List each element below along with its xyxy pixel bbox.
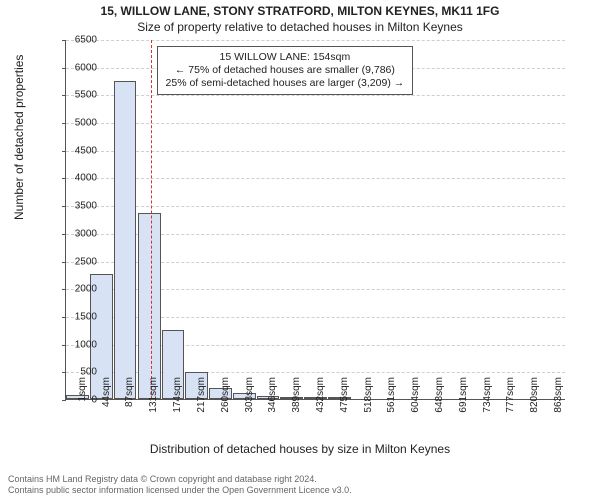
xtick-label: 217sqm <box>196 377 207 427</box>
gridline <box>66 178 565 179</box>
xtick-label: 87sqm <box>124 377 135 427</box>
ytick-label: 2500 <box>57 256 97 267</box>
y-axis-label: Number of detached properties <box>12 55 26 220</box>
xtick-label: 44sqm <box>101 377 112 427</box>
ytick-label: 3500 <box>57 201 97 212</box>
xtick-label: 475sqm <box>339 377 350 427</box>
xtick-label: 303sqm <box>244 377 255 427</box>
ytick-label: 6000 <box>57 62 97 73</box>
footer-line-1: Contains HM Land Registry data © Crown c… <box>8 474 352 485</box>
xtick-label: 648sqm <box>434 377 445 427</box>
chart-subtitle: Size of property relative to detached ho… <box>0 20 600 34</box>
x-axis-label: Distribution of detached houses by size … <box>0 442 600 456</box>
chart-title: 15, WILLOW LANE, STONY STRATFORD, MILTON… <box>0 4 600 18</box>
ytick-label: 5500 <box>57 90 97 101</box>
xtick-label: 863sqm <box>553 377 564 427</box>
annotation-line: 15 WILLOW LANE: 154sqm <box>166 51 405 64</box>
ytick-label: 4500 <box>57 145 97 156</box>
ytick-label: 1000 <box>57 339 97 350</box>
xtick-label: 131sqm <box>148 377 159 427</box>
ytick-label: 4000 <box>57 173 97 184</box>
xtick-label: 389sqm <box>291 377 302 427</box>
xtick-label: 604sqm <box>410 377 421 427</box>
bar <box>138 213 161 399</box>
xtick-label: 174sqm <box>172 377 183 427</box>
xtick-label: 734sqm <box>482 377 493 427</box>
xtick-label: 561sqm <box>386 377 397 427</box>
ytick-label: 5000 <box>57 118 97 129</box>
footer-line-2: Contains public sector information licen… <box>8 485 352 496</box>
annotation-box: 15 WILLOW LANE: 154sqm← 75% of detached … <box>157 46 414 95</box>
annotation-line: 25% of semi-detached houses are larger (… <box>166 77 405 90</box>
xtick-label: 346sqm <box>267 377 278 427</box>
ytick-label: 2000 <box>57 284 97 295</box>
chart-figure: 15, WILLOW LANE, STONY STRATFORD, MILTON… <box>0 0 600 500</box>
xtick-label: 820sqm <box>529 377 540 427</box>
ytick-label: 6500 <box>57 35 97 46</box>
plot-area: 15 WILLOW LANE: 154sqm← 75% of detached … <box>65 40 565 400</box>
ytick-label: 1500 <box>57 311 97 322</box>
ytick-label: 3000 <box>57 228 97 239</box>
footer-attribution: Contains HM Land Registry data © Crown c… <box>8 474 352 496</box>
gridline <box>66 123 565 124</box>
xtick-label: 777sqm <box>505 377 516 427</box>
xtick-label: 1sqm <box>77 377 88 427</box>
gridline <box>66 95 565 96</box>
reference-line <box>151 40 152 399</box>
xtick-label: 432sqm <box>315 377 326 427</box>
gridline <box>66 206 565 207</box>
bar <box>114 81 137 399</box>
xtick-label: 691sqm <box>458 377 469 427</box>
gridline <box>66 151 565 152</box>
gridline <box>66 40 565 41</box>
annotation-line: ← 75% of detached houses are smaller (9,… <box>166 64 405 77</box>
xtick-label: 518sqm <box>363 377 374 427</box>
xtick-label: 260sqm <box>220 377 231 427</box>
